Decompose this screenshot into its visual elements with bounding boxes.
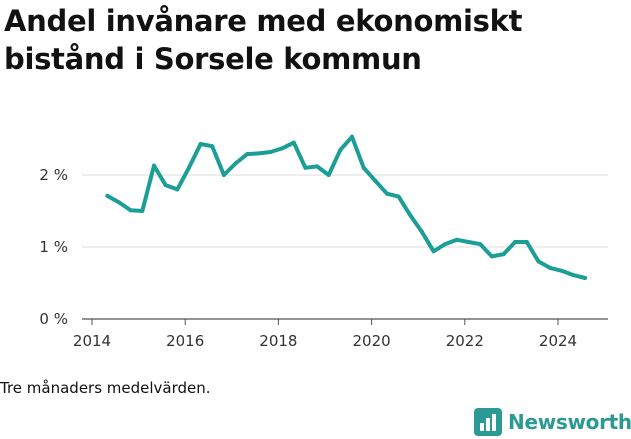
- brand-name: Newsworthy: [508, 410, 631, 434]
- data-point: [256, 151, 261, 156]
- chart-title: Andel invånare med ekonomiskt bistånd i …: [4, 4, 523, 76]
- y-axis-labels: 0 % 1 % 2 %: [39, 166, 68, 328]
- y-tick-label: 0 %: [39, 310, 68, 328]
- x-tick-label: 2016: [166, 332, 204, 350]
- x-axis-labels: 2014 2016 2018 2020 2022 2024: [73, 332, 577, 350]
- series-line: [105, 134, 587, 280]
- data-point: [221, 173, 226, 177]
- data-point: [245, 152, 250, 157]
- data-point: [571, 273, 576, 278]
- data-point: [396, 194, 401, 199]
- y-tick-label: 2 %: [39, 166, 68, 184]
- data-point: [175, 187, 180, 192]
- x-axis-ticks: [91, 319, 559, 325]
- data-point: [128, 208, 133, 213]
- x-tick-label: 2020: [353, 332, 391, 350]
- data-point: [361, 165, 366, 170]
- data-point: [315, 164, 320, 169]
- data-point: [105, 193, 110, 198]
- data-point: [140, 209, 145, 213]
- data-point: [454, 237, 459, 242]
- data-point: [163, 183, 168, 188]
- data-point: [524, 240, 529, 244]
- data-point: [478, 242, 483, 247]
- bar-chart-logo-icon: [474, 408, 502, 436]
- data-point: [501, 252, 506, 257]
- data-point: [536, 259, 541, 264]
- data-point: [373, 178, 378, 183]
- data-point: [513, 240, 518, 244]
- data-points: [105, 134, 587, 280]
- data-point: [303, 165, 308, 170]
- x-tick-label: 2018: [259, 332, 297, 350]
- data-point: [583, 276, 587, 280]
- data-point: [443, 242, 448, 247]
- x-tick-label: 2022: [446, 332, 484, 350]
- line-chart: 0 % 1 % 2 % 2014 2016 2018 2020 2022 2024: [39, 134, 608, 350]
- data-point: [385, 191, 389, 196]
- data-point: [268, 150, 273, 154]
- x-tick-label: 2014: [73, 332, 111, 350]
- data-point: [419, 229, 424, 234]
- data-point: [233, 161, 238, 166]
- data-point: [152, 163, 156, 168]
- data-point: [326, 173, 331, 177]
- brand-logo: Newsworthy: [474, 406, 631, 438]
- data-point: [280, 146, 285, 151]
- grid-lines: [82, 174, 608, 320]
- data-point: [338, 147, 343, 152]
- data-point: [466, 240, 471, 244]
- data-point: [350, 134, 354, 139]
- data-point: [210, 144, 215, 149]
- data-point: [431, 249, 436, 254]
- data-point: [559, 268, 564, 273]
- data-point: [489, 254, 494, 259]
- data-point: [548, 265, 553, 270]
- x-tick-label: 2024: [539, 332, 577, 350]
- data-point: [117, 200, 121, 205]
- data-point: [198, 142, 203, 146]
- data-point: [291, 140, 296, 145]
- y-tick-label: 1 %: [39, 238, 68, 256]
- chart-caption: Tre månaders medelvärden.: [0, 379, 211, 397]
- data-point: [408, 213, 413, 218]
- data-point: [186, 165, 191, 170]
